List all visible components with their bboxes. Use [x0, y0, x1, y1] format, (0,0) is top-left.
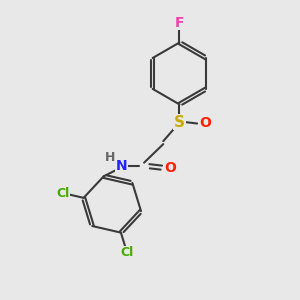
- Text: Cl: Cl: [121, 246, 134, 260]
- Text: F: F: [175, 16, 184, 29]
- Text: H: H: [105, 151, 115, 164]
- Text: N: N: [115, 159, 127, 173]
- Text: Cl: Cl: [56, 187, 70, 200]
- Text: O: O: [199, 116, 211, 130]
- Text: O: O: [164, 161, 176, 175]
- Text: S: S: [174, 115, 185, 130]
